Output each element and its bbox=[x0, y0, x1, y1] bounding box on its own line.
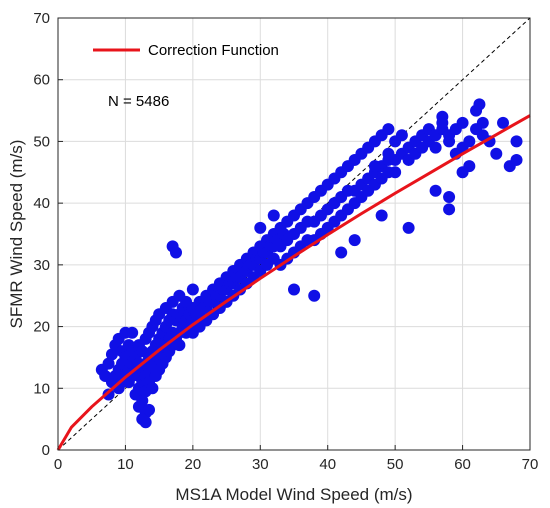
scatter-point bbox=[348, 234, 361, 247]
correction-function-line bbox=[56, 114, 531, 451]
y-tick-label: 20 bbox=[33, 319, 50, 336]
scatter-point bbox=[429, 141, 442, 154]
scatter-point bbox=[170, 246, 182, 259]
y-tick-label: 40 bbox=[33, 195, 50, 212]
y-tick-label: 10 bbox=[33, 380, 50, 397]
scatter-point bbox=[254, 221, 267, 234]
scatter-point bbox=[456, 166, 469, 179]
x-tick-label: 70 bbox=[522, 456, 539, 473]
scatter-point bbox=[186, 283, 199, 296]
x-axis-label: MS1A Model Wind Speed (m/s) bbox=[175, 485, 412, 504]
scatter-point bbox=[436, 110, 449, 123]
x-tick-label: 0 bbox=[54, 456, 62, 473]
scatter-point bbox=[490, 147, 503, 160]
scatter-point bbox=[288, 283, 300, 296]
y-tick-label: 0 bbox=[42, 442, 50, 459]
y-tick-label: 30 bbox=[33, 257, 50, 274]
correction-curve bbox=[56, 114, 531, 451]
sample-count-annotation: N = 5486 bbox=[108, 93, 169, 110]
x-tick-label: 20 bbox=[185, 456, 202, 473]
scatter-point bbox=[126, 326, 139, 339]
x-tick-label: 50 bbox=[387, 456, 404, 473]
y-tick-label: 70 bbox=[33, 10, 50, 27]
scatter-point bbox=[267, 209, 280, 222]
legend-label: Correction Function bbox=[148, 42, 279, 59]
scatter-point bbox=[456, 116, 469, 129]
scatter-point bbox=[105, 348, 118, 361]
x-tick-label: 60 bbox=[454, 456, 471, 473]
scatter-point bbox=[102, 388, 115, 401]
scatter-point bbox=[335, 246, 348, 259]
x-tick-label: 30 bbox=[252, 456, 269, 473]
plot-frame bbox=[57, 17, 531, 451]
x-axis-ticks: 0 10 20 30 40 50 60 70 bbox=[54, 445, 539, 473]
scatter-point bbox=[368, 160, 381, 173]
scatter-point bbox=[308, 289, 321, 302]
scatter-point bbox=[402, 221, 415, 234]
scatter-point bbox=[136, 394, 149, 407]
scatter-point bbox=[389, 166, 402, 179]
scatter-point bbox=[443, 203, 456, 216]
x-tick-label: 10 bbox=[117, 456, 134, 473]
scatter-point bbox=[382, 147, 395, 160]
scatter-point bbox=[375, 209, 388, 222]
scatter-point bbox=[463, 135, 476, 148]
y-tick-label: 60 bbox=[33, 72, 50, 89]
scatter-point bbox=[146, 382, 159, 395]
scatter-point bbox=[510, 135, 523, 148]
scatter-point bbox=[382, 123, 395, 136]
y-tick-label: 50 bbox=[33, 133, 50, 150]
scatter-point bbox=[473, 98, 486, 111]
scatter-point bbox=[173, 339, 186, 352]
scatter-points bbox=[95, 98, 523, 429]
scatter-point bbox=[143, 403, 156, 416]
legend: Correction Function bbox=[93, 42, 279, 59]
scatter-point bbox=[497, 116, 510, 129]
scatter-point bbox=[136, 413, 149, 426]
y-axis-label: SFMR Wind Speed (m/s) bbox=[7, 140, 26, 329]
scatter-point bbox=[510, 153, 523, 166]
scatter-point bbox=[476, 116, 489, 129]
x-tick-label: 40 bbox=[319, 456, 336, 473]
scatter-point bbox=[443, 190, 456, 203]
scatter-point bbox=[429, 184, 442, 197]
scatter-point bbox=[395, 129, 408, 142]
scatter-point bbox=[102, 357, 115, 370]
y-axis-ticks: 0 10 20 30 40 50 60 70 bbox=[33, 10, 63, 459]
